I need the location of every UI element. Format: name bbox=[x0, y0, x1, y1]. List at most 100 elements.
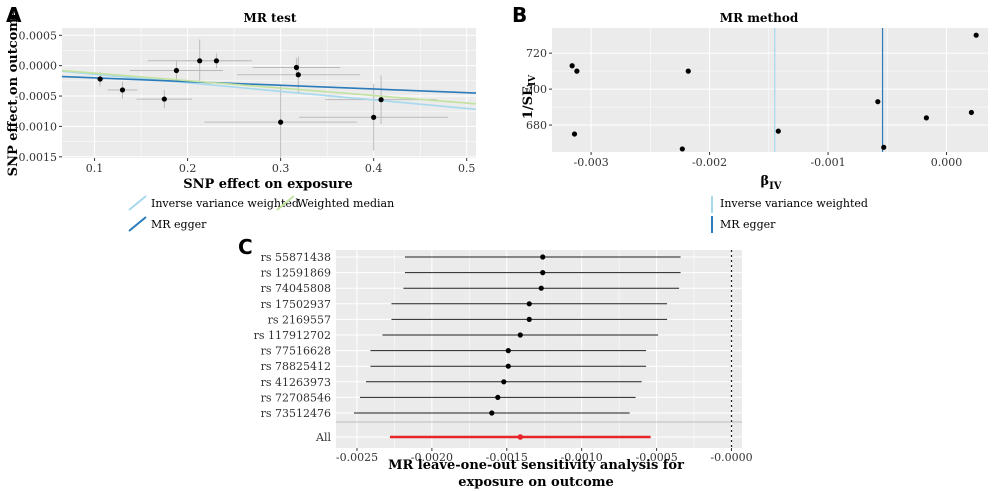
estimate-point bbox=[495, 394, 501, 400]
data-point bbox=[295, 72, 301, 78]
regression-line-1 bbox=[61, 75, 477, 94]
panel-b-x-ticks: -0.003 -0.002 -0.001 0.000 bbox=[573, 152, 962, 169]
data-point bbox=[97, 76, 103, 82]
panel-a-title: MR test bbox=[244, 11, 297, 25]
panel-a-letter: A bbox=[6, 3, 22, 27]
data-point bbox=[973, 32, 979, 38]
legend-egger-label: MR egger bbox=[720, 218, 776, 231]
panel-a-x-axis-label: SNP effect on exposure bbox=[183, 177, 353, 192]
regression-line-0 bbox=[61, 70, 477, 111]
panel-c: C -0.0025 -0.0020 -0.0015 -0.0010 -0.0005 -0.… bbox=[238, 235, 753, 490]
panel-b-letter: B bbox=[512, 3, 527, 27]
panel-c-letter: C bbox=[238, 235, 253, 259]
data-point bbox=[923, 115, 929, 121]
row-label: rs 77516628 bbox=[261, 345, 331, 358]
data-point bbox=[685, 68, 691, 74]
panel-a-x-ticks: 0.1 0.2 0.3 0.4 0.5 bbox=[86, 158, 476, 175]
row-label: rs 72708546 bbox=[261, 391, 331, 404]
row-label: rs 12591869 bbox=[261, 267, 331, 280]
panel-a-y-ticks: 0.0005 0.0000 -0.0005 -0.0010 -0.0015 bbox=[15, 29, 62, 164]
legend-egger-label: MR egger bbox=[151, 218, 207, 231]
data-point bbox=[569, 63, 575, 69]
x-tick-label: 0.3 bbox=[272, 162, 290, 175]
data-point bbox=[278, 119, 284, 125]
y-tick-label: 0.0000 bbox=[19, 60, 58, 73]
panel-a-series bbox=[61, 39, 477, 159]
x-tick-label: -0.0005 bbox=[635, 451, 677, 464]
x-tick-label: -0.003 bbox=[573, 156, 608, 169]
x-tick-label: -0.0015 bbox=[486, 451, 528, 464]
row-label-all: All bbox=[315, 431, 331, 444]
estimate-point bbox=[540, 270, 546, 276]
row-label: rs 55871438 bbox=[261, 251, 331, 264]
panel-a-y-axis-label: SNP effect on outcome bbox=[6, 10, 21, 177]
panel-c-title-line-2: exposure on outcome bbox=[458, 475, 614, 490]
estimate-point bbox=[526, 301, 532, 307]
row-label: rs 117912702 bbox=[254, 329, 331, 342]
panel-a-plot-area bbox=[62, 28, 476, 158]
data-point bbox=[293, 64, 300, 71]
legend-ivw-label: Inverse variance weighted bbox=[720, 197, 868, 210]
data-point bbox=[173, 67, 180, 74]
estimate-point bbox=[501, 379, 507, 385]
legend-egger-swatch bbox=[128, 216, 147, 232]
data-point bbox=[875, 99, 881, 105]
estimate-point bbox=[538, 285, 544, 291]
panel-b-title: MR method bbox=[720, 11, 799, 25]
y-tick-label: -0.0010 bbox=[15, 120, 57, 133]
legend-median-label: Weighted median bbox=[297, 197, 394, 210]
data-point bbox=[371, 114, 377, 120]
x-tick-label: 0.1 bbox=[86, 162, 104, 175]
x-tick-label: -0.0010 bbox=[561, 451, 603, 464]
regression-line-2 bbox=[61, 69, 477, 105]
panel-b-legend: Inverse variance weighted MR egger bbox=[711, 196, 868, 233]
data-point bbox=[574, 68, 580, 74]
panel-c-series bbox=[353, 250, 733, 448]
data-point bbox=[197, 58, 203, 64]
panel-c-x-ticks: -0.0025 -0.0020 -0.0015 -0.0010 -0.0005 -0.00… bbox=[336, 448, 753, 464]
data-point bbox=[161, 96, 167, 102]
data-point bbox=[679, 146, 685, 152]
row-label: rs 41263973 bbox=[261, 376, 331, 389]
x-tick-label: 0.000 bbox=[931, 156, 963, 169]
data-point bbox=[213, 58, 220, 64]
x-tick-label: 0.2 bbox=[179, 162, 197, 175]
panel-b-y-ticks: 720 700 680 bbox=[526, 47, 552, 132]
data-point bbox=[775, 128, 781, 134]
y-tick-label: 0.0005 bbox=[19, 29, 58, 42]
estimate-point bbox=[505, 348, 511, 354]
row-label: rs 74045808 bbox=[261, 282, 331, 295]
overall-estimate-point bbox=[517, 434, 524, 440]
row-label: rs 73512476 bbox=[261, 407, 331, 420]
x-tick-label: 0.4 bbox=[365, 162, 383, 175]
panel-b-grid bbox=[552, 28, 988, 152]
x-tick-label: -0.001 bbox=[810, 156, 845, 169]
estimate-point bbox=[540, 254, 546, 260]
y-tick-label: 720 bbox=[526, 47, 547, 60]
y-tick-label: 680 bbox=[526, 119, 547, 132]
legend-median-swatch bbox=[276, 195, 295, 211]
data-point bbox=[881, 144, 887, 150]
panel-c-plot-area bbox=[336, 250, 742, 448]
y-tick-label: 700 bbox=[526, 83, 547, 96]
estimate-point bbox=[505, 363, 511, 369]
y-tick-label: -0.0015 bbox=[15, 151, 57, 164]
estimate-point bbox=[517, 332, 523, 338]
legend-ivw-label: Inverse variance weighted bbox=[151, 197, 299, 210]
x-tick-label: -0.0020 bbox=[411, 451, 453, 464]
data-point bbox=[378, 97, 384, 103]
data-point bbox=[119, 87, 126, 93]
panel-c-title-line-1: MR leave-one-out sensitivity analysis fo… bbox=[388, 458, 684, 473]
row-label: rs 17502937 bbox=[261, 298, 331, 311]
panel-b-plot-area bbox=[552, 28, 988, 152]
x-tick-label: -0.002 bbox=[692, 156, 727, 169]
estimate-point bbox=[489, 410, 495, 416]
panel-b-y-axis-label: 1/SEIV bbox=[521, 74, 538, 119]
panel-b-x-axis-label: βIV bbox=[760, 174, 781, 192]
data-point bbox=[968, 109, 975, 116]
panel-b: B MR method -0.003 -0.002 -0.001 0.000 7207… bbox=[512, 3, 988, 233]
x-tick-label: 0.5 bbox=[458, 162, 476, 175]
panel-a: A MR test 0.1 0.2 0.3 0.4 0.5 0.0005 0.0000 -0… bbox=[6, 3, 477, 232]
row-label: rs 2169557 bbox=[268, 313, 331, 326]
row-label: rs 78825412 bbox=[261, 360, 331, 373]
